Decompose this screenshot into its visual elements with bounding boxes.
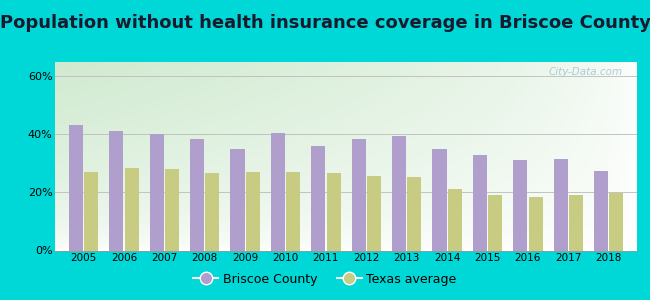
Text: Population without health insurance coverage in Briscoe County: Population without health insurance cove… [0,14,650,32]
Bar [125,168,138,250]
Bar [150,134,164,250]
Bar [69,125,83,250]
Bar [473,154,487,250]
Bar [271,133,285,250]
Bar [554,159,567,250]
Bar [352,139,366,250]
Bar [84,172,98,250]
Bar [594,170,608,250]
Bar [311,146,325,250]
Bar [448,189,462,250]
Bar [609,193,623,250]
Bar [246,172,260,250]
Legend: Briscoe County, Texas average: Briscoe County, Texas average [188,268,462,291]
Bar [392,136,406,250]
Bar [528,197,543,250]
Bar [488,195,502,250]
Bar [205,173,220,250]
Bar [286,172,300,250]
Bar [408,177,421,250]
Bar [514,160,527,250]
Bar [432,149,447,250]
Bar [109,131,124,250]
Bar [190,139,204,250]
Bar [569,195,583,250]
Bar [367,176,381,250]
Bar [326,173,341,250]
Text: City-Data.com: City-Data.com [549,67,623,77]
Bar [230,149,244,250]
Bar [165,169,179,250]
